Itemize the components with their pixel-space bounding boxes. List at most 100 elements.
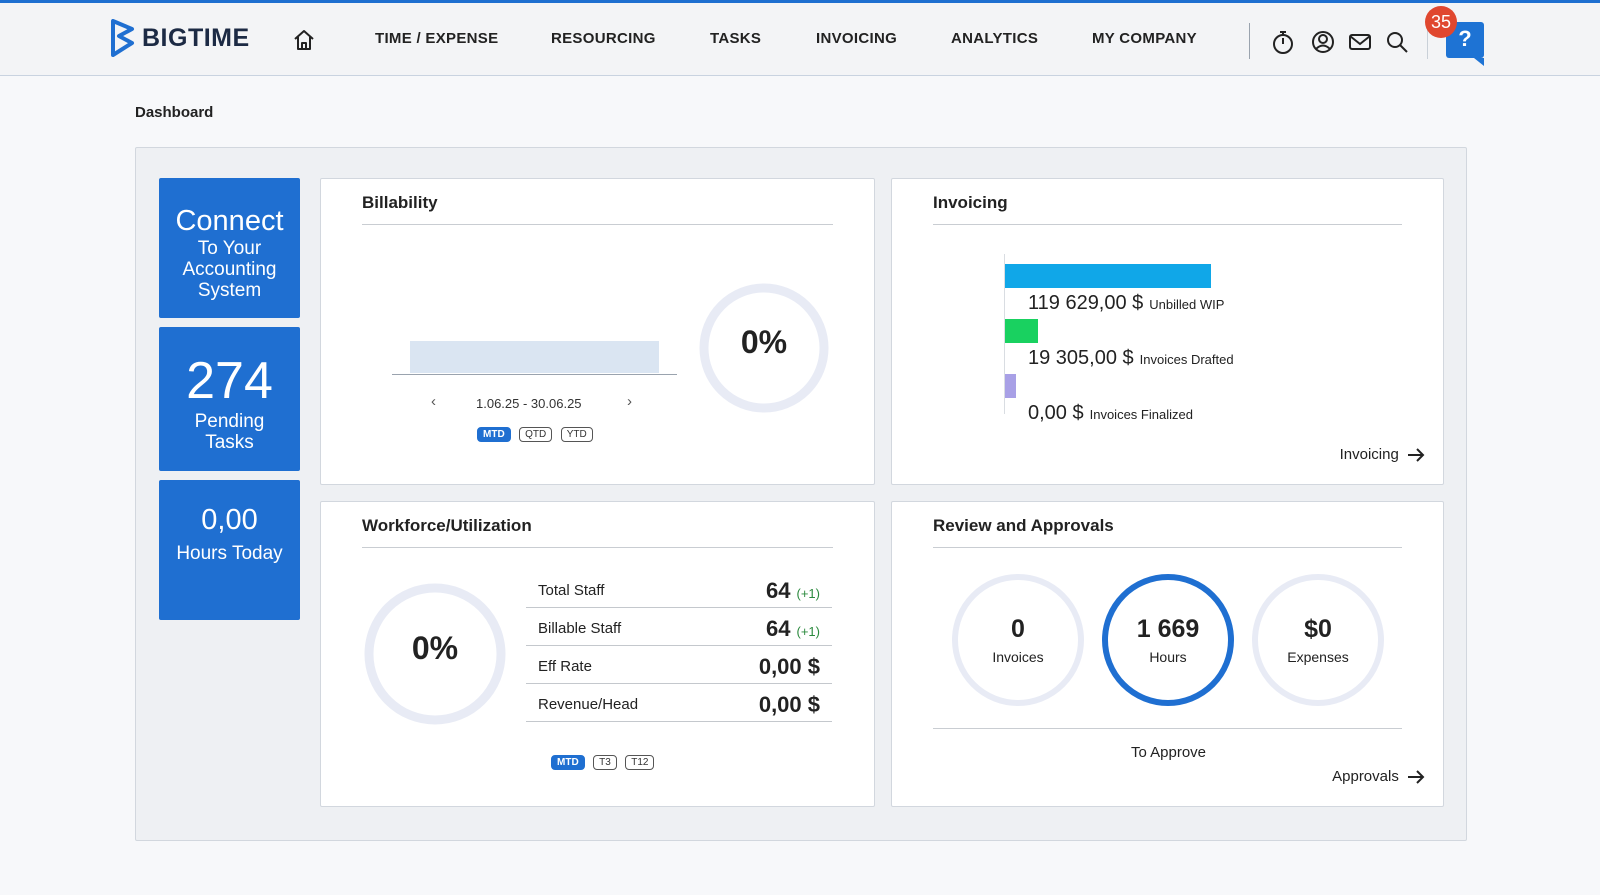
billability-percent: 0%	[740, 324, 788, 360]
stat-row-eff-rate: Eff Rate 0,00 $	[526, 646, 832, 684]
invoicing-bar-label-2: 0,00 $ Invoices Finalized	[1028, 402, 1193, 425]
pending-tasks-label-1: Pending	[194, 411, 265, 432]
nav-divider	[1249, 23, 1250, 59]
pending-tasks-label-2: Tasks	[205, 432, 254, 453]
bigtime-logo[interactable]: BIGTIME	[110, 19, 250, 57]
hours-count: 1 669	[1136, 615, 1200, 643]
page-title: Dashboard	[135, 104, 214, 121]
stat-delta: (+1)	[796, 586, 820, 601]
period-t3-button[interactable]: T3	[593, 755, 617, 770]
nav-invoicing[interactable]: INVOICING	[816, 30, 898, 47]
top-navigation-bar: BIGTIME TIME / EXPENSE RESOURCING TASKS …	[0, 0, 1600, 76]
logo-text: BIGTIME	[142, 23, 250, 52]
workforce-title: Workforce/Utilization	[362, 516, 532, 535]
utilization-percent: 0%	[411, 630, 459, 666]
expenses-ring[interactable]	[1250, 572, 1386, 708]
mail-icon[interactable]	[1347, 29, 1373, 55]
nav-analytics[interactable]: ANALYTICS	[951, 30, 1039, 47]
panel-divider	[933, 547, 1402, 548]
period-mtd-button[interactable]: MTD	[551, 755, 585, 770]
nav-divider-2	[1427, 23, 1428, 59]
nav-time-expense[interactable]: TIME / EXPENSE	[375, 30, 499, 47]
stat-row-total-staff: Total Staff 64 (+1)	[526, 570, 832, 608]
expenses-amount: $0	[1304, 615, 1332, 643]
connect-title: Connect	[175, 205, 284, 237]
invoicing-link-label: Invoicing	[1339, 446, 1399, 463]
invoicing-bar-1	[1005, 319, 1039, 343]
arrow-right-icon	[1408, 770, 1425, 784]
pending-tasks-count: 274	[186, 352, 273, 410]
invoicing-chart-axis	[1004, 254, 1005, 414]
nav-resourcing[interactable]: RESOURCING	[551, 30, 656, 47]
invoices-label: Invoices	[992, 649, 1044, 665]
stat-value: 64	[766, 616, 791, 641]
panel-divider	[362, 547, 833, 548]
stat-value: 64	[766, 578, 791, 603]
period-t12-button[interactable]: T12	[625, 755, 655, 770]
invoicing-category-0: Unbilled WIP	[1149, 297, 1225, 312]
invoicing-panel: Invoicing 119 629,00 $ Unbilled WIP 19 305…	[891, 178, 1444, 485]
approvals-divider	[933, 728, 1402, 729]
to-approve-caption: To Approve	[1130, 744, 1207, 761]
next-period-chevron-icon[interactable]: ›	[627, 393, 632, 410]
period-ytd-button[interactable]: YTD	[560, 427, 593, 442]
billability-ring	[699, 283, 829, 413]
stat-label: Revenue/Head	[538, 696, 639, 713]
stat-value: 0,00 $	[758, 692, 820, 717]
connect-accounting-tile[interactable]: Connect To Your Accounting System	[159, 178, 300, 318]
arrow-right-icon	[1408, 448, 1425, 462]
billability-axis	[392, 374, 677, 375]
period-mtd-button[interactable]: MTD	[477, 427, 511, 442]
stat-label: Eff Rate	[538, 658, 592, 675]
hours-today-tile[interactable]: 0,00 Hours Today	[159, 480, 300, 620]
stat-row-revenue-head: Revenue/Head 0,00 $	[526, 684, 832, 722]
invoicing-title: Invoicing	[933, 193, 1008, 212]
connect-line-4: System	[197, 280, 262, 301]
hours-label: Hours	[1149, 649, 1187, 665]
approvals-link-label: Approvals	[1332, 768, 1399, 785]
hours-today-value: 0,00	[201, 504, 258, 536]
stat-label: Billable Staff	[538, 620, 622, 637]
period-qtd-button[interactable]: QTD	[519, 427, 553, 442]
invoicing-value-0: 119 629,00 $	[1028, 292, 1144, 314]
billability-panel: Billability ‹ 1.06.25 - 30.06.25 › MTD Q…	[320, 178, 875, 485]
stat-row-billable-staff: Billable Staff 64 (+1)	[526, 608, 832, 646]
utilization-ring	[364, 583, 506, 725]
user-circle-icon[interactable]	[1310, 29, 1336, 55]
connect-line-2: To Your	[197, 238, 262, 259]
invoices-ring[interactable]	[950, 572, 1086, 708]
billability-bar	[410, 341, 659, 373]
home-icon[interactable]	[292, 28, 316, 52]
billability-period-toggle: MTD QTD YTD	[475, 424, 595, 442]
expenses-label: Expenses	[1287, 649, 1349, 665]
workforce-period-toggle: MTD T3 T12	[549, 752, 656, 770]
invoicing-value-1: 19 305,00 $	[1028, 347, 1134, 369]
search-icon[interactable]	[1384, 29, 1410, 55]
billability-title: Billability	[362, 193, 438, 212]
approvals-title: Review and Approvals	[933, 516, 1114, 535]
invoicing-value-2: 0,00 $	[1028, 402, 1084, 424]
approvals-panel: Review and Approvals 0 Invoices 1 669 Ho…	[891, 501, 1444, 807]
nav-my-company[interactable]: MY COMPANY	[1092, 30, 1197, 47]
stat-label: Total Staff	[538, 582, 605, 599]
prev-period-chevron-icon[interactable]: ‹	[431, 393, 436, 410]
invoicing-link[interactable]: Invoicing	[1340, 446, 1425, 463]
approvals-link[interactable]: Approvals	[1332, 768, 1425, 785]
panel-divider	[362, 224, 833, 225]
panel-divider	[933, 224, 1402, 225]
invoicing-category-1: Invoices Drafted	[1139, 352, 1234, 367]
notification-badge[interactable]: 35	[1425, 6, 1457, 38]
bigtime-logo-icon	[111, 19, 134, 57]
workforce-panel: Workforce/Utilization 0% Total Staff 64 (…	[320, 501, 875, 807]
invoicing-category-2: Invoices Finalized	[1089, 407, 1193, 422]
invoicing-bar-0	[1005, 264, 1211, 288]
pending-tasks-tile[interactable]: 274 Pending Tasks	[159, 327, 300, 471]
hours-ring[interactable]	[1100, 572, 1236, 708]
stat-delta: (+1)	[796, 624, 820, 639]
invoicing-bar-label-0: 119 629,00 $ Unbilled WIP	[1028, 292, 1224, 315]
invoices-count: 0	[1011, 615, 1025, 643]
stat-value: 0,00 $	[758, 654, 820, 679]
timer-icon[interactable]	[1270, 29, 1296, 55]
billability-date-range: 1.06.25 - 30.06.25	[476, 396, 582, 411]
nav-tasks[interactable]: TASKS	[710, 30, 762, 47]
